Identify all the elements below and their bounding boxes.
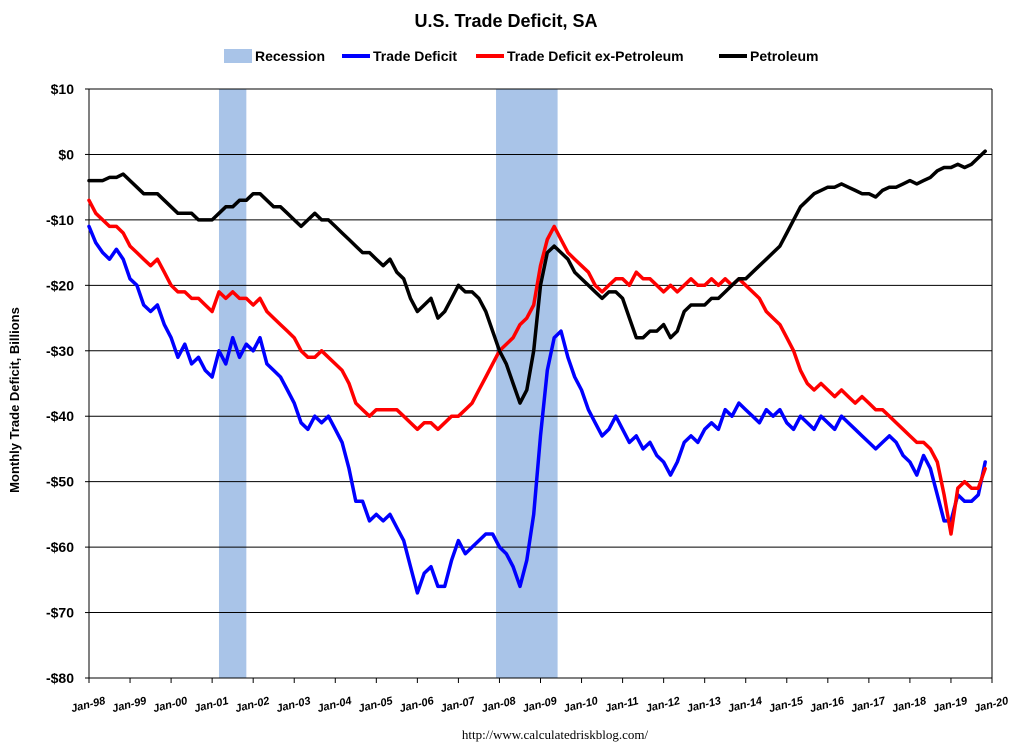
x-tick-label: Jan-05: [357, 695, 395, 715]
y-tick-label: -$50: [46, 474, 74, 490]
x-tick-label: Jan-02: [234, 695, 271, 715]
y-tick-label: -$10: [46, 212, 74, 228]
x-tick-label: Jan-17: [850, 695, 888, 715]
x-tick-label: Jan-03: [275, 695, 312, 715]
chart-legend: Recession Trade Deficit Trade Deficit ex-P…: [224, 48, 818, 64]
x-tick-label: Jan-12: [645, 695, 682, 715]
legend-label: Trade Deficit ex-Petroleum: [507, 48, 684, 64]
x-axis-ticks: Jan-98 Jan-99 Jan-00 Jan-01 Jan-02 Jan-03 Jan-…: [70, 678, 1011, 715]
x-tick-label: Jan-18: [891, 695, 929, 715]
y-tick-label: -$20: [46, 277, 74, 293]
x-tick-label: Jan-13: [686, 695, 723, 715]
x-tick-label: Jan-09: [521, 695, 559, 715]
x-tick-label: Jan-20: [973, 695, 1011, 715]
x-tick-label: Jan-00: [152, 695, 190, 715]
x-tick-label: Jan-01: [193, 695, 230, 715]
y-tick-label: $10: [51, 81, 75, 97]
y-tick-label: $0: [58, 146, 74, 162]
chart-title: U.S. Trade Deficit, SA: [414, 11, 597, 31]
x-tick-label: Jan-06: [398, 695, 436, 715]
x-tick-label: Jan-14: [727, 695, 764, 715]
x-tick-label: Jan-99: [111, 695, 149, 715]
y-tick-label: -$80: [46, 670, 74, 686]
y-tick-label: -$40: [46, 408, 74, 424]
x-tick-label: Jan-16: [809, 695, 847, 715]
series-line-petroleum: [87, 149, 987, 405]
legend-label: Recession: [255, 48, 325, 64]
x-tick-label: Jan-07: [439, 695, 477, 715]
x-tick-label: Jan-04: [316, 695, 353, 715]
x-tick-label: Jan-98: [70, 695, 108, 715]
recession-band: [218, 89, 247, 678]
x-tick-label: Jan-15: [768, 695, 806, 715]
source-label: http://www.calculatedriskblog.com/: [462, 727, 649, 742]
data-series: [87, 149, 987, 595]
series-line-trade-deficit-ex-petroleum: [87, 198, 987, 536]
y-axis-ticks: $10 $0 -$10 -$20 -$30 -$40 -$50 -$60 -$70 -$80: [46, 81, 89, 686]
series-line-trade-deficit: [87, 224, 987, 595]
x-tick-label: Jan-11: [604, 695, 640, 715]
legend-label: Trade Deficit: [373, 48, 457, 64]
legend-label: Petroleum: [750, 48, 818, 64]
legend-swatch-recession: [224, 49, 252, 63]
y-tick-label: -$30: [46, 343, 74, 359]
x-tick-label: Jan-10: [562, 695, 600, 715]
x-tick-label: Jan-19: [932, 695, 970, 715]
y-axis-label: Monthly Trade Deficit, Billions: [7, 307, 22, 493]
y-tick-label: -$60: [46, 539, 74, 555]
x-tick-label: Jan-08: [480, 695, 518, 715]
y-tick-label: -$70: [46, 605, 74, 621]
